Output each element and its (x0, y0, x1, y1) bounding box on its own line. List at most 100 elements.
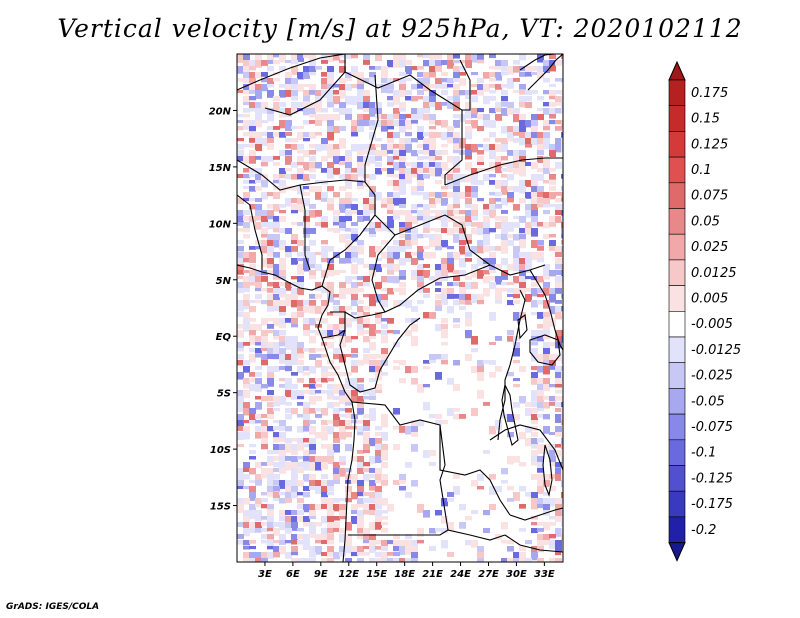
field-cell (237, 120, 244, 124)
field-cell (243, 378, 250, 386)
field-cell (309, 348, 316, 353)
field-cell (453, 318, 460, 323)
field-cell (267, 234, 274, 243)
field-cell (447, 252, 454, 259)
field-cell (435, 60, 442, 69)
field-cell (561, 108, 563, 114)
field-cell (249, 102, 256, 110)
field-cell (519, 282, 526, 291)
field-cell (363, 228, 370, 232)
field-cell (381, 456, 388, 461)
field-cell (405, 558, 412, 562)
field-cell (321, 108, 328, 113)
field-cell (339, 354, 346, 363)
field-cell (363, 444, 370, 451)
field-cell (369, 408, 376, 417)
field-cell (339, 420, 346, 428)
field-cell (561, 192, 563, 201)
field-cell (357, 78, 364, 85)
field-cell (543, 102, 550, 107)
field-cell (369, 102, 376, 111)
field-cell (555, 192, 562, 196)
field-cell (321, 486, 328, 494)
field-cell (291, 78, 298, 85)
field-cell (261, 162, 268, 167)
field-cell (357, 450, 364, 454)
field-cell (261, 318, 268, 326)
field-cell (327, 342, 334, 349)
field-cell (237, 396, 244, 404)
field-cell (357, 120, 364, 129)
field-cell (321, 168, 328, 173)
field-cell (411, 114, 418, 120)
field-cell (279, 450, 286, 459)
field-cell (345, 72, 352, 79)
field-cell (273, 216, 280, 222)
field-cell (333, 396, 340, 400)
field-cell (279, 378, 286, 382)
field-cell (555, 546, 562, 554)
field-cell (435, 246, 442, 251)
field-cell (249, 252, 256, 261)
field-cell (327, 330, 334, 337)
field-cell (375, 384, 382, 393)
field-cell (489, 486, 496, 495)
field-cell (561, 432, 563, 439)
field-cell (555, 282, 562, 289)
field-cell (561, 54, 563, 60)
field-cell (279, 312, 286, 316)
field-cell (261, 516, 268, 520)
field-cell (357, 486, 364, 494)
field-cell (261, 132, 268, 137)
field-cell (327, 336, 334, 340)
field-cell (261, 276, 268, 282)
field-cell (429, 528, 436, 534)
field-cell (387, 330, 394, 334)
field-cell (519, 528, 526, 532)
field-cell (423, 366, 430, 370)
field-cell (291, 456, 298, 463)
field-cell (375, 486, 382, 495)
field-cell (243, 156, 250, 164)
field-cell (273, 174, 280, 182)
field-cell (321, 498, 328, 506)
field-cell (297, 270, 304, 275)
field-cell (495, 66, 502, 70)
field-cell (399, 84, 406, 91)
field-cell (267, 402, 274, 408)
field-cell (543, 222, 550, 229)
field-cell (309, 366, 316, 374)
field-cell (279, 456, 286, 463)
lon-tick-label: 33E (534, 569, 555, 580)
field-cell (549, 384, 556, 388)
field-cell (369, 132, 376, 140)
field-cell (393, 216, 400, 220)
field-cell (249, 528, 256, 533)
field-cell (243, 462, 250, 471)
field-cell (417, 90, 424, 95)
field-cell (471, 114, 478, 118)
field-cell (249, 414, 256, 421)
field-cell (285, 120, 292, 129)
field-cell (423, 450, 430, 458)
field-cell (447, 102, 454, 109)
field-cell (237, 222, 244, 226)
field-cell (549, 486, 556, 492)
field-cell (555, 498, 562, 506)
field-cell (291, 534, 298, 543)
field-cell (543, 234, 550, 239)
field-cell (297, 354, 304, 359)
field-cell (357, 534, 364, 540)
field-cell (309, 390, 316, 395)
field-cell (303, 414, 310, 421)
field-cell (237, 426, 244, 431)
field-cell (291, 246, 298, 252)
field-cell (411, 162, 418, 169)
field-cell (285, 528, 292, 534)
field-cell (327, 450, 334, 458)
field-cell (471, 336, 478, 345)
field-cell (291, 234, 298, 242)
field-cell (507, 108, 514, 115)
field-cell (267, 390, 274, 396)
field-cell (483, 228, 490, 237)
